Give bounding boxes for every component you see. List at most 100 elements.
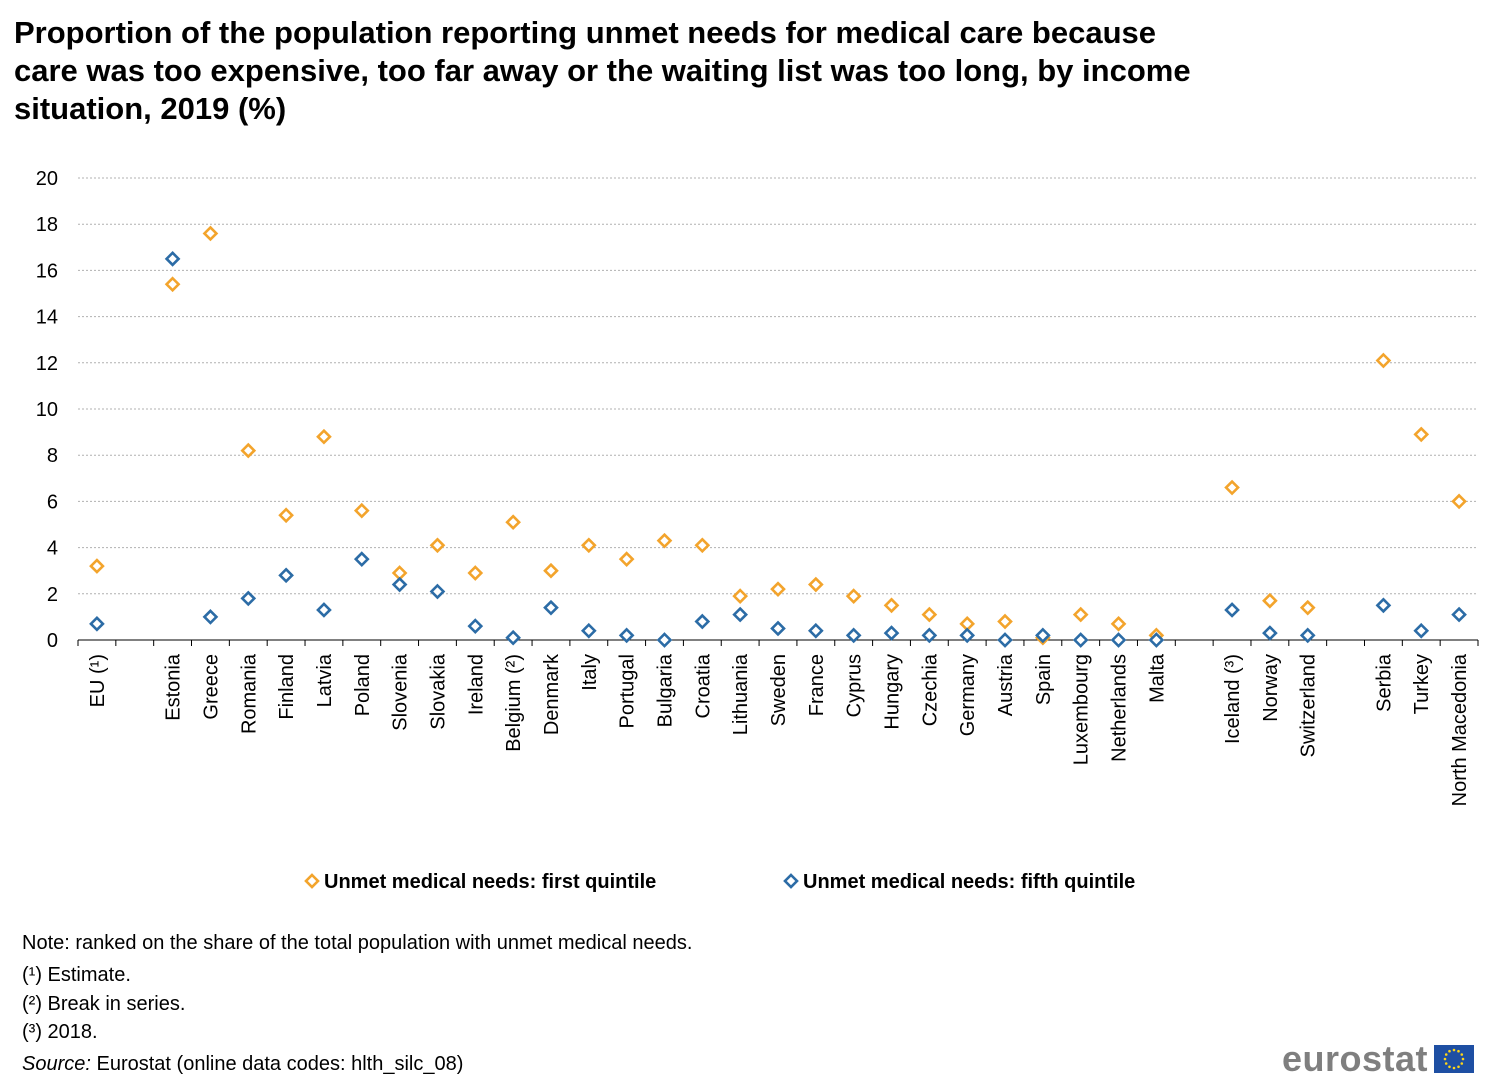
data-point bbox=[543, 599, 559, 616]
chart-title: Proportion of the population reporting u… bbox=[14, 15, 1191, 126]
footnote-2018: (³) 2018. bbox=[22, 1021, 98, 1043]
y-tick-label: 8 bbox=[47, 445, 58, 467]
x-tick-label: Spain bbox=[1033, 654, 1055, 705]
data-point bbox=[543, 562, 559, 579]
data-point bbox=[467, 565, 484, 581]
data-point bbox=[1299, 627, 1316, 644]
data-point bbox=[1451, 606, 1467, 623]
data-point bbox=[694, 613, 711, 630]
legend: Unmet medical needs: first quintile Unmet… bbox=[304, 871, 1135, 893]
eu-flag-icon bbox=[1434, 1045, 1474, 1073]
data-point bbox=[1110, 615, 1127, 632]
y-tick-label: 10 bbox=[36, 399, 58, 421]
data-point bbox=[1110, 632, 1127, 648]
data-point bbox=[89, 558, 105, 574]
data-point bbox=[1072, 632, 1089, 648]
x-tick-label: France bbox=[806, 654, 828, 716]
legend-marker bbox=[304, 873, 320, 889]
data-point bbox=[1375, 597, 1392, 614]
x-tick-label: Finland bbox=[276, 654, 298, 720]
x-tick-label: Sweden bbox=[768, 654, 790, 726]
data-point bbox=[429, 537, 446, 554]
y-tick-label: 14 bbox=[36, 307, 58, 329]
data-point bbox=[353, 502, 370, 519]
x-tick-label: Germany bbox=[957, 654, 979, 736]
data-point bbox=[391, 576, 408, 593]
x-tick-label: Austria bbox=[995, 653, 1017, 716]
data-point bbox=[1224, 479, 1240, 496]
x-tick-label: Norway bbox=[1260, 654, 1282, 722]
data-point bbox=[807, 622, 824, 639]
data-point bbox=[694, 537, 711, 554]
y-tick-label: 20 bbox=[36, 168, 58, 190]
data-point bbox=[618, 551, 635, 567]
y-axis-ticks: 0 2 4 6 8 10 12 14 16 18 20 bbox=[36, 168, 58, 652]
x-tick-label: Bulgaria bbox=[654, 653, 676, 727]
data-point bbox=[732, 606, 749, 623]
data-point bbox=[164, 251, 181, 267]
source-text: Eurostat (online data codes: hlth_silc_0… bbox=[90, 1053, 464, 1075]
data-point bbox=[997, 613, 1013, 630]
x-tick-label: Slovakia bbox=[427, 653, 449, 729]
data-point bbox=[1262, 592, 1278, 609]
footnote-estimate: (¹) Estimate. bbox=[22, 964, 131, 986]
data-point bbox=[164, 276, 181, 293]
x-tick-label: EU (¹) bbox=[87, 654, 109, 707]
data-point bbox=[921, 627, 938, 644]
eurostat-logo: eurostat bbox=[1282, 1041, 1474, 1077]
data-point bbox=[845, 627, 862, 644]
data-point bbox=[883, 625, 900, 641]
data-point bbox=[202, 609, 219, 625]
y-tick-label: 4 bbox=[47, 538, 58, 560]
data-point bbox=[656, 532, 673, 549]
data-point bbox=[1072, 606, 1089, 623]
x-tick-label: Hungary bbox=[882, 654, 904, 730]
data-point bbox=[202, 225, 219, 242]
x-tick-label: Denmark bbox=[541, 653, 563, 735]
x-tick-label: Portugal bbox=[617, 654, 639, 729]
data-point bbox=[770, 581, 786, 598]
data-point bbox=[278, 507, 294, 524]
data-point bbox=[921, 606, 938, 623]
x-tick-label: Cyprus bbox=[844, 654, 866, 717]
x-tick-label: Switzerland bbox=[1298, 654, 1320, 757]
x-tick-label: Latvia bbox=[314, 653, 336, 707]
x-tick-label: Belgium (²) bbox=[503, 654, 525, 752]
data-point bbox=[278, 567, 294, 584]
x-axis bbox=[77, 639, 1479, 646]
legend-label: Unmet medical needs: fifth quintile bbox=[803, 871, 1135, 893]
data-point bbox=[1451, 493, 1467, 510]
data-point bbox=[240, 590, 257, 607]
data-point bbox=[1413, 622, 1430, 639]
x-tick-label: Croatia bbox=[692, 653, 714, 718]
x-tick-label: Poland bbox=[352, 654, 374, 716]
data-point bbox=[1224, 602, 1240, 618]
data-point bbox=[1035, 627, 1051, 644]
legend-marker bbox=[783, 873, 799, 889]
data-point bbox=[770, 620, 786, 637]
data-point bbox=[1262, 625, 1278, 641]
x-tick-label: Estonia bbox=[163, 653, 185, 721]
data-point bbox=[732, 588, 749, 604]
x-tick-label: Malta bbox=[1146, 653, 1168, 703]
data-point bbox=[580, 622, 597, 639]
data-point bbox=[1299, 599, 1316, 616]
y-tick-label: 6 bbox=[47, 491, 58, 513]
data-point bbox=[505, 514, 521, 531]
data-point bbox=[618, 627, 635, 644]
x-tick-label: Luxembourg bbox=[1071, 654, 1093, 765]
x-tick-label: Lithuania bbox=[730, 653, 752, 735]
x-tick-label: Serbia bbox=[1373, 653, 1395, 712]
x-tick-label: Italy bbox=[579, 654, 601, 691]
data-point bbox=[316, 428, 332, 445]
data-point bbox=[1375, 352, 1392, 369]
y-tick-label: 12 bbox=[36, 353, 58, 375]
y-tick-label: 0 bbox=[47, 630, 58, 652]
x-tick-label: Iceland (³) bbox=[1222, 654, 1244, 744]
data-point bbox=[580, 537, 597, 554]
x-tick-label: Romania bbox=[238, 653, 260, 734]
y-tick-label: 16 bbox=[36, 260, 58, 282]
x-tick-label: Slovenia bbox=[390, 653, 412, 731]
x-tick-label: Turkey bbox=[1411, 654, 1433, 714]
